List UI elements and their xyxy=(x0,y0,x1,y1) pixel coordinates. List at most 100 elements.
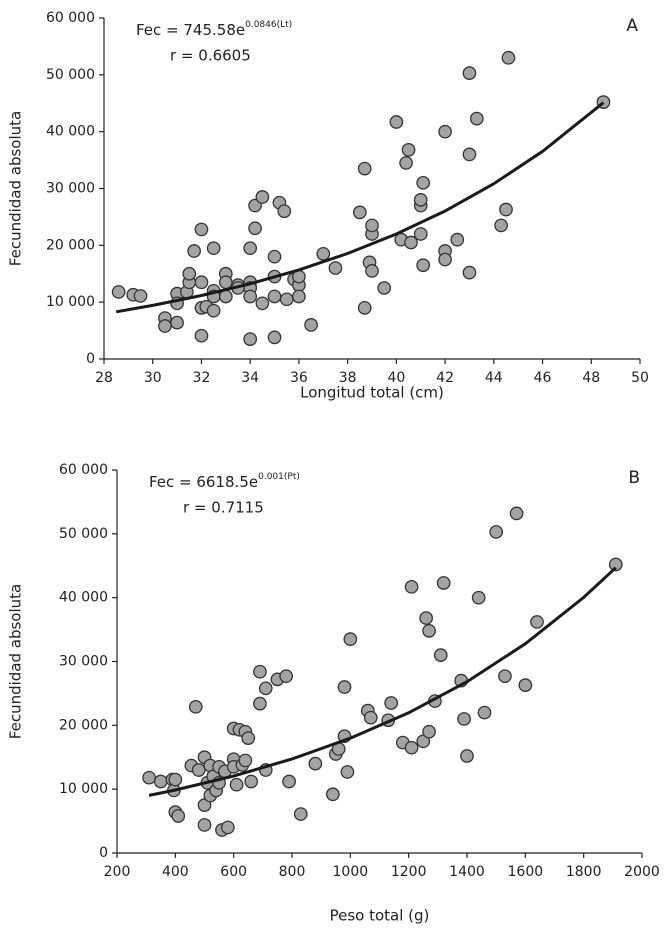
x-tick-label: 1600 xyxy=(508,864,544,880)
x-tick-label: 30 xyxy=(144,370,162,386)
data-point xyxy=(436,576,451,590)
equation-main: Fec = 745.58e xyxy=(136,21,245,39)
data-point xyxy=(518,678,533,692)
data-point xyxy=(182,266,197,281)
y-tick-label: 50 000 xyxy=(46,67,95,83)
fit-curve xyxy=(115,101,605,314)
y-tick-label: 30 000 xyxy=(46,181,95,197)
data-point xyxy=(343,632,358,647)
data-point xyxy=(238,753,253,768)
chart-panel: 0 10 000 20 000 30 000 40 000 50 000 60 000 28 3… xyxy=(7,10,649,402)
y-axis-label: Fecundidad absoluta xyxy=(7,111,25,266)
data-point xyxy=(197,818,212,832)
data-point xyxy=(462,66,477,80)
data-point xyxy=(501,50,516,65)
y-tick-label: 60 000 xyxy=(46,10,95,26)
data-point xyxy=(255,190,270,204)
data-point xyxy=(363,710,378,725)
data-point xyxy=(462,147,477,162)
x-tick-label: 400 xyxy=(162,864,189,880)
data-point xyxy=(413,193,428,207)
data-point xyxy=(433,648,448,662)
x-tick-label: 1200 xyxy=(391,864,427,880)
data-point xyxy=(460,749,474,763)
x-tick-label: 1000 xyxy=(333,864,369,880)
x-tick-label: 34 xyxy=(241,370,259,386)
equation: Fec = 745.58e0.0846(Lt) xyxy=(136,20,292,39)
data-point xyxy=(438,124,452,139)
x-axis-label: Peso total (g) xyxy=(330,907,430,925)
data-point xyxy=(404,579,419,594)
data-point xyxy=(255,296,270,311)
data-point xyxy=(191,763,206,777)
data-point xyxy=(340,765,355,779)
x-tick-label: 48 xyxy=(582,370,600,386)
data-point xyxy=(404,235,418,250)
data-point xyxy=(422,724,436,739)
data-point xyxy=(384,696,399,710)
x-tick-label: 200 xyxy=(104,864,131,880)
data-point xyxy=(471,590,486,605)
x-tick-label: 32 xyxy=(193,370,211,386)
data-point xyxy=(365,264,379,278)
data-point xyxy=(133,289,148,303)
data-point xyxy=(357,300,372,315)
data-point xyxy=(158,319,172,333)
data-point xyxy=(111,285,126,299)
data-point xyxy=(293,807,308,821)
data-point xyxy=(267,249,282,264)
data-point xyxy=(243,289,258,304)
data-point xyxy=(328,261,343,275)
data-point xyxy=(258,681,273,696)
y-tick-label: 50 000 xyxy=(59,526,108,542)
data-point xyxy=(248,198,262,213)
panel-label: B xyxy=(628,468,640,488)
y-tick-label: 10 000 xyxy=(46,294,95,310)
data-point xyxy=(168,772,183,787)
data-point xyxy=(416,258,431,273)
data-point xyxy=(279,669,294,684)
data-point xyxy=(422,624,436,638)
x-tick-label: 800 xyxy=(279,864,306,880)
x-tick-label: 44 xyxy=(485,370,503,386)
data-point xyxy=(253,696,267,711)
data-point xyxy=(187,244,201,258)
data-point xyxy=(457,712,471,726)
x-tick-label: 600 xyxy=(220,864,247,880)
data-point xyxy=(498,669,512,684)
data-point xyxy=(357,161,372,176)
y-tick-label: 60 000 xyxy=(59,462,108,478)
data-point xyxy=(194,328,209,343)
data-point xyxy=(194,275,209,290)
data-point xyxy=(413,227,428,241)
x-axis-label: Longitud total (cm) xyxy=(300,384,444,402)
data-point xyxy=(282,774,296,789)
y-tick-label: 40 000 xyxy=(46,124,95,140)
r-value: r = 0.6605 xyxy=(170,47,251,65)
data-point xyxy=(389,115,404,129)
x-tick-label: 1400 xyxy=(449,864,485,880)
data-point xyxy=(404,740,419,755)
data-point xyxy=(419,611,434,625)
y-tick-label: 20 000 xyxy=(59,717,108,733)
data-point xyxy=(401,143,416,157)
data-point xyxy=(243,332,258,346)
r-value: r = 0.7115 xyxy=(183,499,264,517)
equation-exponent: 0.0846(Lt) xyxy=(245,20,292,30)
data-point xyxy=(171,809,186,823)
data-point xyxy=(352,205,367,220)
data-point xyxy=(316,247,331,261)
y-tick-label: 10 000 xyxy=(59,781,108,797)
x-tick-label: 38 xyxy=(339,370,357,386)
equation-exponent: 0.001(Pt) xyxy=(258,472,300,482)
data-point xyxy=(608,557,623,572)
data-point xyxy=(469,111,484,126)
data-point xyxy=(292,289,306,304)
data-point xyxy=(365,218,379,233)
data-point xyxy=(248,221,262,236)
y-tick-label: 20 000 xyxy=(46,237,95,253)
data-point xyxy=(153,774,168,789)
data-point xyxy=(229,777,244,792)
data-point xyxy=(494,218,508,233)
